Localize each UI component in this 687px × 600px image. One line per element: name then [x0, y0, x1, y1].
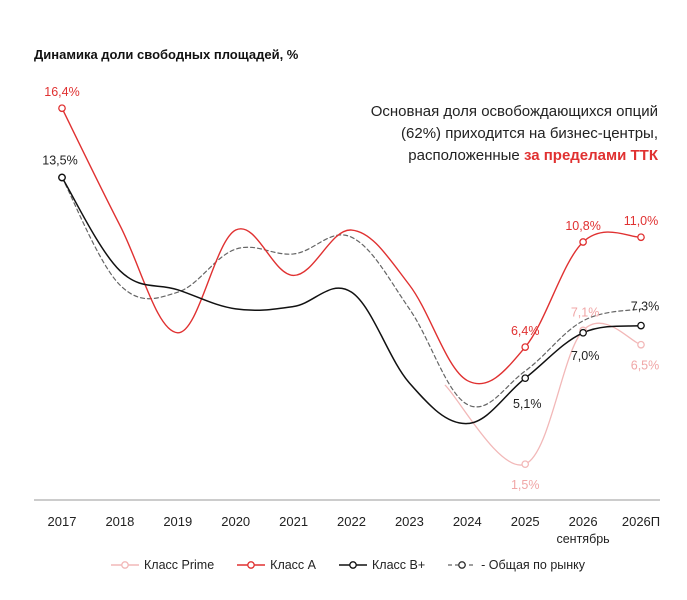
annotation-highlight: за пределами ТТК — [523, 147, 658, 164]
x-tick-label-2018: 2018 — [105, 514, 134, 529]
legend-label-class-a: Класс А — [270, 558, 316, 572]
legend: Класс Prime Класс А Класс В+ - Общая по … — [110, 558, 585, 572]
series-line-market — [61, 176, 642, 408]
series-line-class-a — [61, 107, 642, 385]
legend-swatch-market — [448, 561, 477, 569]
legend-item-prime: Класс Prime — [110, 558, 214, 572]
data-label-class-b-2026П: 7,3% — [631, 300, 660, 314]
annotation-line-3-text: расположенные — [408, 147, 524, 164]
x-tick-label-2023: 2023 — [395, 514, 424, 529]
marker-prime-2026П — [637, 340, 645, 349]
data-label-class-a-2026: 10,8% — [565, 219, 600, 233]
data-label-class-b-2026: 7,0% — [571, 349, 600, 363]
marker-class-a-2017 — [58, 104, 66, 113]
x-tick-label-2020: 2020 — [221, 514, 250, 529]
marker-class-b-2026 — [579, 328, 587, 337]
marker-class-b-2017 — [58, 173, 66, 182]
marker-class-a-2026 — [579, 238, 587, 246]
marker-class-a-2026П — [637, 233, 645, 242]
legend-item-class-b: Класс В+ — [338, 558, 425, 572]
marker-class-a-2025 — [521, 343, 530, 351]
x-tick-labels: 2017 2018 2019 2020 2021 2022 2023 2024 2025 2026… — [48, 514, 661, 546]
legend-swatch-class-b — [339, 561, 367, 569]
data-label-class-a-2026П: 11,0% — [624, 214, 659, 228]
data-label-prime-2025: 1,5% — [511, 478, 540, 492]
legend-label-class-b: Класс В+ — [372, 558, 426, 572]
data-label-class-b-2017: 13,5% — [42, 154, 77, 168]
data-label-class-b-2025: 5,1% — [513, 397, 542, 411]
data-label-class-a-2025: 6,4% — [511, 324, 540, 338]
data-label-layer: 1,5% 7,1% 6,5% 16,4% 6,4% 10,8% 11,0% 13,5% 5,1%… — [42, 85, 659, 492]
annotation-line-2: (62%) приходится на бизнес-центры, — [401, 125, 658, 142]
x-tick-label-2026: 2026 — [569, 514, 598, 529]
x-tick-label-2026П: 2026П — [622, 514, 660, 529]
marker-class-b-2026П — [637, 321, 645, 330]
marker-layer — [58, 104, 645, 469]
annotation-line-3: расположенные за пределами ТТК — [298, 145, 658, 167]
x-tick-label-2024: 2024 — [453, 514, 482, 529]
legend-label-market-text: Общая по рынку — [488, 558, 586, 572]
x-tick-label-2025: 2025 — [511, 514, 540, 529]
x-tick-label-2019: 2019 — [163, 514, 192, 529]
legend-label-prime: Класс Prime — [144, 558, 215, 572]
series-layer — [61, 107, 642, 466]
legend-swatch-prime — [111, 561, 139, 569]
legend-item-market: - Общая по рынку — [447, 558, 585, 572]
annotation-line-1: Основная доля освобождающихся опций — [370, 103, 658, 120]
series-line-class-b — [61, 176, 642, 425]
marker-class-b-2025 — [521, 374, 530, 383]
page-title: Динамика доли свободных площадей, % — [34, 47, 299, 62]
legend-swatch-class-a — [237, 561, 266, 569]
legend-item-class-a: Класс А — [236, 558, 316, 572]
data-label-prime-2026П: 6,5% — [631, 359, 660, 373]
legend-label-market: - Общая по рынку — [481, 558, 586, 572]
x-tick-label-2021: 2021 — [279, 514, 308, 529]
x-tick-label-2022: 2022 — [337, 514, 366, 529]
marker-prime-2025 — [521, 460, 530, 469]
x-tick-label-2017: 2017 — [48, 514, 77, 529]
data-label-class-a-2017: 16,4% — [44, 85, 79, 99]
x-tick-sublabel-2026: сентябрь — [556, 532, 609, 546]
series-line-prime — [444, 322, 642, 466]
chart-annotation: Основная доля освобождающихся опций (62%… — [298, 101, 658, 167]
data-label-prime-2026: 7,1% — [571, 305, 600, 319]
